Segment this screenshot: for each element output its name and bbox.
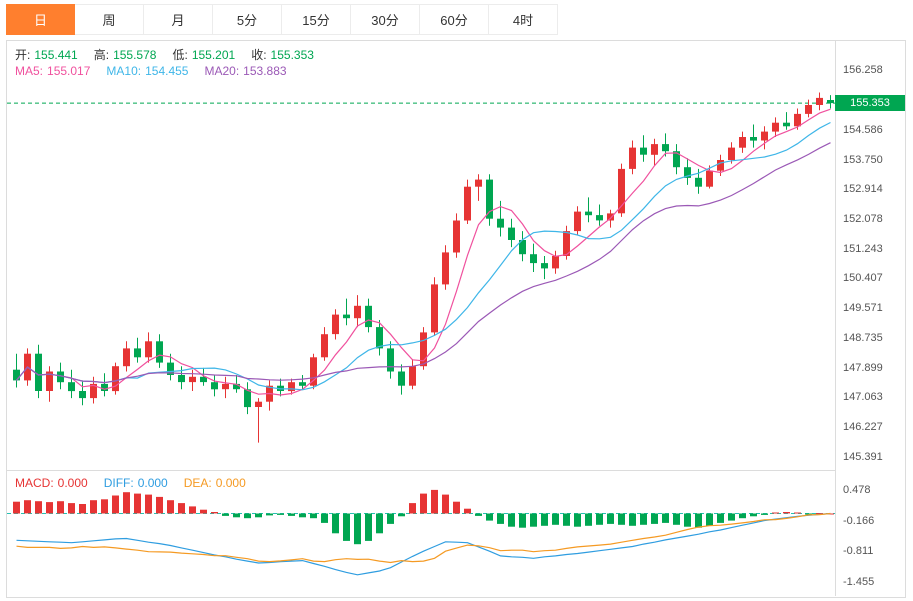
macd-label: MACD: [15,476,54,490]
high-pair: 高: 155.578 [94,46,157,63]
ma5-label: MA5: [15,64,44,78]
timeframe-tab[interactable]: 4时 [489,4,558,35]
diff-value: 0.000 [137,476,168,490]
ma10-pair: MA10: 154.455 [106,64,188,78]
y-axis-label: 156.258 [843,64,883,77]
y-axis-label: 148.735 [843,331,883,344]
ma5-value: 155.017 [47,64,91,78]
macd-y-axis-label: -0.811 [843,545,874,558]
diff-label: DIFF: [103,476,134,490]
close-value: 155.353 [270,48,314,62]
timeframe-tab[interactable]: 60分 [420,4,489,35]
macd-y-axis: 0.478 -0.166 -0.811 -1.455 [835,471,905,596]
open-label: 开: [15,48,31,62]
ma5-pair: MA5: 155.017 [15,64,90,78]
y-axis-label: 152.914 [843,183,883,196]
dea-pair: DEA: 0.000 [184,476,246,490]
ma20-pair: MA20: 153.883 [204,64,286,78]
macd-panel: MACD: 0.000 DIFF: 0.000 DEA: 0.000 0.478… [7,471,905,596]
macd-value: 0.000 [57,476,88,490]
low-value: 155.201 [191,48,236,62]
timeframe-tab[interactable]: 5分 [213,4,282,35]
y-axis-label: 149.571 [843,302,883,315]
main-y-axis: 156.258 154.586 153.750 152.914 152.078 151.2… [835,41,905,471]
macd-y-axis-label: -1.455 [843,575,875,588]
macd-y-axis-label: 0.478 [843,484,871,497]
ma-legend: MA5: 155.017 MA10: 154.455 MA20: 153.883 [15,64,287,78]
close-pair: 收: 155.353 [251,46,314,63]
open-value: 155.441 [34,48,78,62]
y-axis-label: 150.407 [843,272,883,285]
y-axis-label: 145.391 [843,450,883,463]
timeframe-tab[interactable]: 周 [75,4,144,35]
high-label: 高: [93,48,110,62]
chart-frame: 开: 155.441 高: 155.578 低: 155.201 收: 155.… [6,40,906,598]
low-label: 低: [172,48,188,62]
y-axis-label: 146.227 [843,420,883,433]
y-axis-label: 151.243 [843,242,883,255]
macd-pair: MACD: 0.000 [15,476,88,490]
ma20-label: MA20: [204,64,240,78]
macd-chart[interactable] [7,471,835,596]
high-value: 155.578 [113,48,157,62]
ohlc-legend: 开: 155.441 高: 155.578 低: 155.201 收: 155.… [15,46,314,63]
macd-y-axis-label: -0.166 [843,514,875,527]
y-axis-label: 152.078 [843,213,883,225]
ma20-value: 153.883 [243,64,287,78]
last-price-tag: 155.353 [835,95,905,112]
timeframe-tabbar: 日周月 5分 15分 30分 60分 4时 [6,4,558,35]
main-chart-panel: 开: 155.441 高: 155.578 低: 155.201 收: 155.… [7,41,905,471]
low-pair: 低: 155.201 [172,46,235,63]
y-axis-label: 147.063 [843,391,883,404]
timeframe-tab[interactable]: 月 [144,4,213,35]
y-axis-label: 154.586 [843,123,883,136]
y-axis-label: 147.899 [843,361,883,374]
timeframe-tab[interactable]: 日 [6,4,75,35]
timeframe-tab[interactable]: 15分 [282,4,351,35]
ma10-label: MA10: [106,64,142,78]
dea-value: 0.000 [215,476,246,490]
candlestick-chart[interactable] [7,41,835,471]
y-axis-label: 153.750 [843,153,883,166]
timeframe-tab[interactable]: 30分 [351,4,420,35]
open-pair: 开: 155.441 [15,46,78,63]
dea-label: DEA: [183,476,212,490]
ma10-value: 154.455 [145,64,189,78]
macd-legend: MACD: 0.000 DIFF: 0.000 DEA: 0.000 [15,476,246,490]
close-label: 收: [251,48,267,62]
diff-pair: DIFF: 0.000 [104,476,168,490]
